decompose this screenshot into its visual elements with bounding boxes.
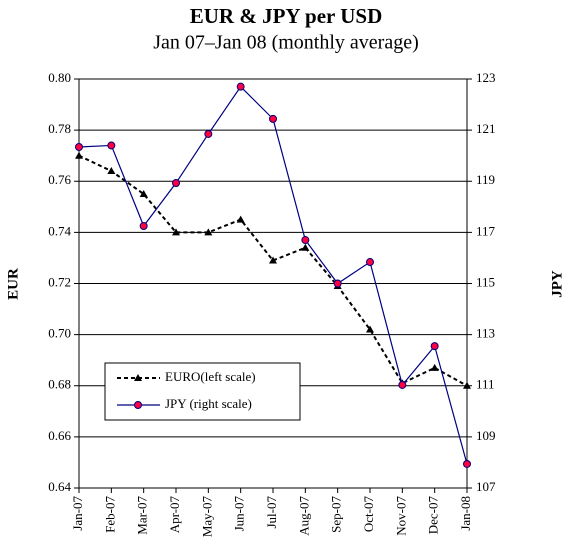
legend-label: JPY (right scale) [165,396,252,411]
y-axis-title: EUR [5,268,21,300]
y2-tick-label: 119 [476,172,495,187]
series-line [78,154,468,387]
point [107,141,116,150]
point [269,114,277,123]
point [366,325,374,333]
legend-marker [134,374,142,381]
y-tick-label: 0.66 [48,428,71,443]
y2-tick-label: 107 [476,479,496,494]
point [75,142,83,151]
chart-title: EUR & JPY per USD [190,4,383,28]
y-tick-label: 0.72 [48,274,71,289]
y2-tick-label: 111 [476,377,495,392]
y-tick-label: 0.78 [48,121,71,136]
point [75,151,83,159]
point [204,228,213,236]
x-tick-label: Aug-07 [296,496,311,536]
point [172,179,180,188]
legend-label: EURO(left scale) [165,369,256,384]
y2-tick-label: 109 [476,428,496,443]
point [172,228,180,236]
y-tick-label: 0.70 [48,326,71,341]
y2-tick-label: 117 [476,223,496,238]
y-tick-label: 0.74 [48,223,71,238]
point [333,279,342,288]
y2-tick-label: 121 [476,121,496,136]
y2-tick-label: 115 [476,274,495,289]
y-tick-label: 0.80 [48,70,71,85]
chart-subtitle: Jan 07–Jan 08 (monthly average) [153,32,418,54]
legend [104,362,301,421]
point [430,342,439,351]
point [139,221,148,230]
x-tick-label: Dec-07 [426,496,441,535]
x-tick-label: Jan-08 [458,496,473,531]
x-tick-label: May-07 [199,496,214,538]
point [463,381,471,389]
point [269,256,277,264]
point [463,459,471,468]
point [430,363,439,371]
point [398,380,407,389]
point [107,167,116,175]
x-tick-label: Nov-07 [393,496,408,536]
y2-axis-title: JPY [549,270,565,298]
x-tick-label: Sep-07 [329,496,344,533]
y2-tick-label: 113 [476,326,495,341]
point [236,215,245,223]
x-tick-label: Jun-07 [232,496,247,532]
x-tick-label: Mar-07 [135,496,150,535]
y2-tick-label: 123 [476,70,496,85]
legend-marker [134,401,142,409]
point [139,190,148,198]
point [236,82,245,91]
x-tick-label: Jan-07 [70,496,85,531]
point [366,258,374,267]
x-tick-label: Feb-07 [102,496,117,533]
y-tick-label: 0.68 [48,377,71,392]
y-tick-label: 0.64 [48,479,71,494]
point [301,243,310,251]
point [301,236,310,245]
x-tick-label: Oct-07 [361,496,376,533]
x-tick-label: Apr-07 [167,496,182,534]
x-tick-label: Jul-07 [264,496,279,529]
y-tick-label: 0.76 [48,172,71,187]
point [204,129,213,138]
